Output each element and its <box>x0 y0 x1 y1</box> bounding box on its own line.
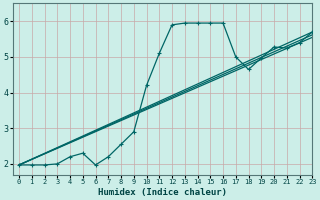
X-axis label: Humidex (Indice chaleur): Humidex (Indice chaleur) <box>98 188 227 197</box>
